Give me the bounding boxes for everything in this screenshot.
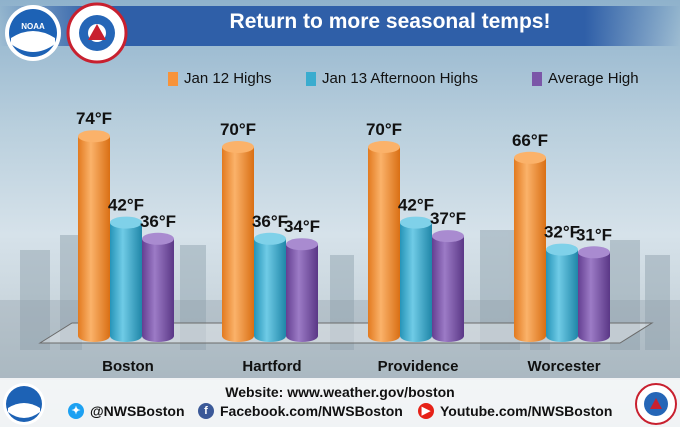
category-label-worcester: Worcester [527, 358, 600, 375]
data-label-jan12-worcester: 66°F [512, 131, 548, 150]
legend-label-jan13: Jan 13 Afternoon Highs [322, 70, 478, 87]
legend-label-jan12: Jan 12 Highs [184, 70, 272, 87]
bar-cap-average-worcester [578, 246, 610, 259]
website-link[interactable]: Website: www.weather.gov/boston [225, 384, 455, 400]
page-title: Return to more seasonal temps! [229, 10, 551, 33]
bar-cap-jan12-worcester [514, 151, 546, 164]
bar-average-boston [142, 238, 174, 342]
youtube-link[interactable]: ▶ Youtube.com/NWSBoston [418, 403, 612, 419]
legend-swatch-jan12 [168, 71, 178, 86]
category-label-providence: Providence [378, 358, 459, 375]
data-label-jan13-worcester: 32°F [544, 223, 580, 242]
chart-floor [38, 322, 654, 344]
bar-jan13-hartford [254, 238, 286, 342]
facebook-url: Facebook.com/NWSBoston [220, 403, 403, 419]
facebook-link[interactable]: f Facebook.com/NWSBoston [198, 403, 403, 419]
bar-jan12-worcester [514, 157, 546, 342]
bar-average-worcester [578, 252, 610, 342]
bar-cap-average-providence [432, 230, 464, 243]
bar-jan12-providence [368, 147, 400, 342]
data-label-jan12-providence: 70°F [366, 120, 402, 139]
facebook-icon: f [198, 403, 214, 419]
data-label-average-boston: 36°F [140, 212, 176, 231]
bar-cap-jan13-worcester [546, 243, 578, 256]
twitter-link[interactable]: ✦ @NWSBoston [68, 403, 185, 419]
bar-jan13-boston [110, 222, 142, 342]
data-label-jan13-hartford: 36°F [252, 212, 288, 231]
nws-footer-logo [635, 383, 677, 425]
bar-average-providence [432, 236, 464, 342]
data-label-average-hartford: 34°F [284, 217, 320, 236]
bar-jan13-worcester [546, 249, 578, 342]
category-label-hartford: Hartford [242, 358, 301, 375]
youtube-url: Youtube.com/NWSBoston [440, 403, 613, 419]
legend-swatch-average [532, 71, 542, 86]
bar-cap-jan13-hartford [254, 232, 286, 245]
legend-label-average: Average High [548, 70, 639, 87]
legend-item-average: Average High [532, 70, 639, 87]
bar-cap-average-hartford [286, 238, 318, 251]
data-label-jan12-hartford: 70°F [220, 120, 256, 139]
data-label-jan13-providence: 42°F [398, 196, 434, 215]
bar-cap-jan13-providence [400, 216, 432, 229]
chart-legend: Jan 12 Highs Jan 13 Afternoon Highs Aver… [0, 70, 680, 90]
legend-item-jan12: Jan 12 Highs [168, 70, 272, 87]
category-label-boston: Boston [102, 358, 154, 375]
data-label-jan12-boston: 74°F [76, 109, 112, 128]
bar-cap-average-boston [142, 232, 174, 245]
bar-cap-jan12-boston [78, 130, 110, 143]
footer-band [0, 378, 680, 427]
twitter-handle: @NWSBoston [90, 403, 185, 419]
data-label-jan13-boston: 42°F [108, 196, 144, 215]
nws-logo [66, 2, 128, 64]
legend-item-jan13: Jan 13 Afternoon Highs [306, 70, 478, 87]
bar-cap-jan12-providence [368, 141, 400, 153]
bar-jan12-hartford [222, 147, 254, 342]
twitter-icon: ✦ [68, 403, 84, 419]
bar-jan13-providence [400, 222, 432, 342]
youtube-icon: ▶ [418, 403, 434, 419]
noaa-logo: NOAA [5, 5, 61, 61]
noaa-footer-logo [3, 383, 45, 425]
bar-average-hartford [286, 244, 318, 342]
data-label-average-worcester: 31°F [576, 225, 612, 244]
bar-cap-jan12-hartford [222, 141, 254, 153]
bar-jan12-boston [78, 136, 110, 342]
svg-text:NOAA: NOAA [21, 22, 45, 31]
bar-cap-jan13-boston [110, 216, 142, 229]
bar-chart: 74°F42°F36°F70°F36°F34°F70°F42°F37°F66°F… [38, 109, 654, 375]
data-label-average-providence: 37°F [430, 209, 466, 228]
legend-swatch-jan13 [306, 71, 316, 86]
